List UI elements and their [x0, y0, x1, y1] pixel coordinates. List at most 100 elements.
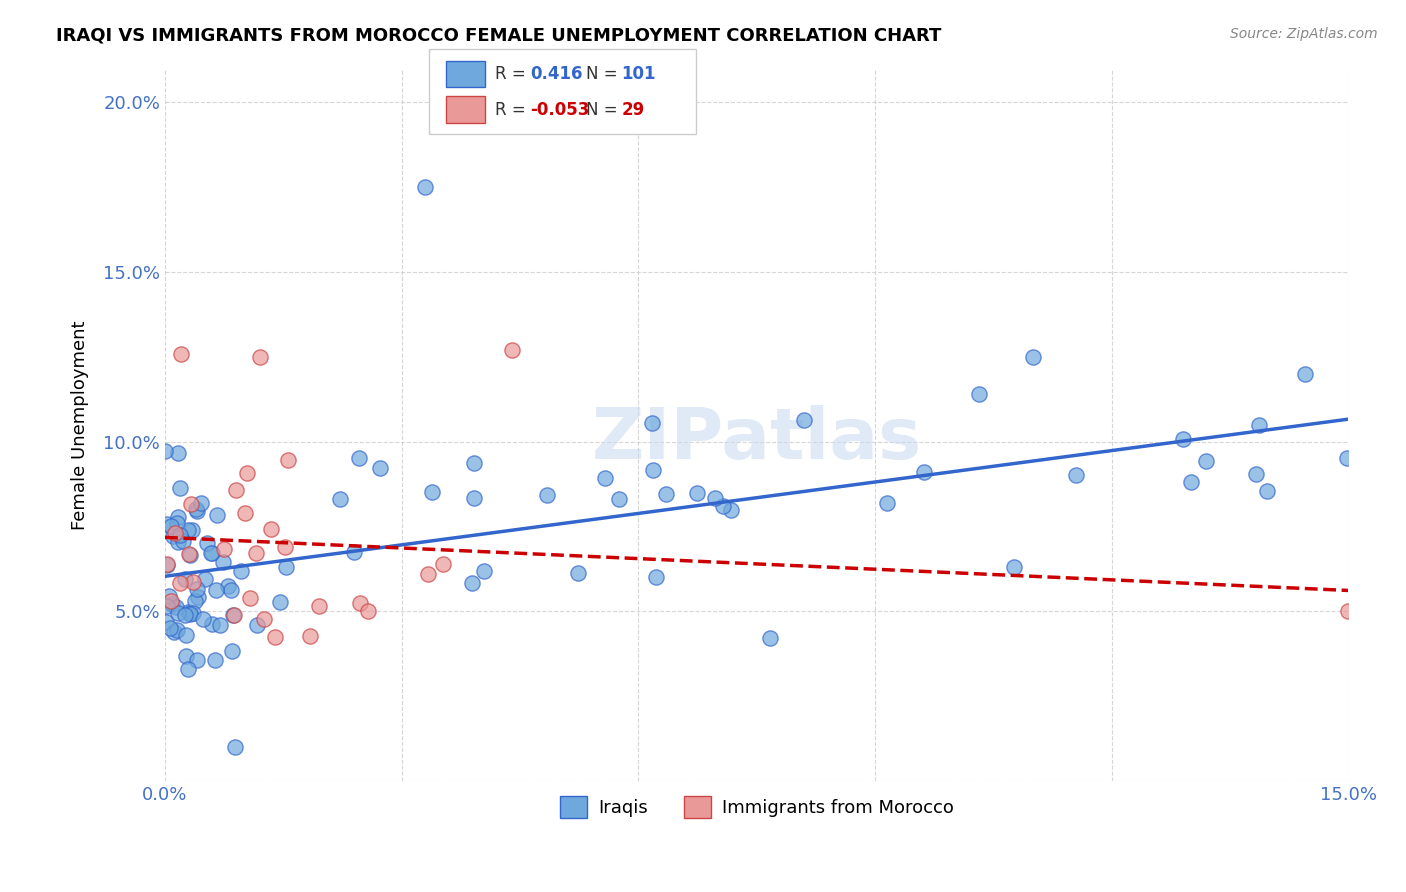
Point — [416, 566, 439, 581]
Point — [1244, 467, 1267, 481]
Point — [704, 491, 727, 505]
Point — [349, 596, 371, 610]
Point — [876, 496, 898, 510]
Text: ZIPatlas: ZIPatlas — [592, 404, 922, 474]
Point — [1249, 417, 1271, 432]
Point — [1336, 450, 1358, 465]
Point — [260, 522, 283, 536]
Point — [179, 607, 201, 621]
Point — [172, 533, 194, 548]
Legend: Iraqis, Immigrants from Morocco: Iraqis, Immigrants from Morocco — [553, 789, 960, 825]
Point — [186, 653, 208, 667]
Point — [235, 506, 257, 520]
Point — [181, 607, 204, 621]
Point — [187, 590, 209, 604]
Text: Source: ZipAtlas.com: Source: ZipAtlas.com — [1230, 27, 1378, 41]
Point — [156, 516, 179, 531]
Y-axis label: Female Unemployment: Female Unemployment — [72, 320, 89, 530]
Point — [567, 566, 589, 581]
Point — [607, 492, 630, 507]
Point — [655, 487, 678, 501]
Point — [224, 740, 246, 755]
Point — [245, 546, 267, 560]
Point — [711, 499, 734, 513]
Point — [222, 608, 245, 623]
Point — [169, 481, 191, 495]
Point — [194, 572, 217, 586]
Point — [157, 589, 180, 603]
Point — [641, 416, 664, 430]
Point — [343, 544, 366, 558]
Point — [720, 503, 742, 517]
Point — [166, 624, 188, 638]
Point — [967, 386, 990, 401]
Point — [205, 582, 228, 597]
Point — [160, 598, 183, 612]
Point — [1171, 432, 1194, 446]
Point — [200, 546, 222, 560]
Point — [186, 504, 208, 518]
Point — [155, 615, 177, 629]
Point — [169, 575, 191, 590]
Point — [166, 510, 188, 524]
Point — [204, 652, 226, 666]
Point — [181, 574, 204, 589]
Point — [212, 555, 235, 569]
Point — [308, 599, 330, 613]
Point — [276, 560, 298, 574]
Point — [156, 558, 179, 573]
Point — [163, 625, 186, 640]
Point — [167, 607, 190, 621]
Point — [209, 617, 232, 632]
Point — [1064, 468, 1087, 483]
Point — [180, 497, 202, 511]
Point — [501, 343, 523, 358]
Text: R =: R = — [495, 65, 531, 83]
Point — [159, 621, 181, 635]
Point — [415, 180, 437, 194]
Point — [461, 576, 484, 591]
Point — [249, 350, 271, 364]
Point — [205, 508, 228, 523]
Point — [160, 594, 183, 608]
Point — [644, 570, 666, 584]
Point — [162, 529, 184, 543]
Point — [222, 608, 245, 623]
Point — [186, 582, 208, 596]
Point — [176, 523, 198, 537]
Point — [420, 485, 443, 500]
Point — [195, 536, 218, 550]
Point — [193, 612, 215, 626]
Text: N =: N = — [586, 65, 623, 83]
Point — [472, 564, 495, 578]
Point — [179, 548, 201, 562]
Point — [179, 606, 201, 620]
Point — [155, 443, 177, 458]
Point — [277, 453, 299, 467]
Point — [184, 502, 207, 516]
Point — [217, 579, 239, 593]
Point — [177, 662, 200, 676]
Point — [329, 491, 352, 506]
Point — [264, 630, 287, 644]
Point — [159, 518, 181, 533]
Point — [221, 643, 243, 657]
Point — [236, 466, 259, 480]
Point — [912, 466, 935, 480]
Point — [463, 456, 485, 470]
Text: N =: N = — [586, 101, 623, 119]
Point — [1194, 454, 1216, 468]
Point — [253, 612, 276, 626]
Point — [432, 557, 454, 571]
Point — [347, 451, 370, 466]
Point — [1256, 483, 1278, 498]
Text: IRAQI VS IMMIGRANTS FROM MOROCCO FEMALE UNEMPLOYMENT CORRELATION CHART: IRAQI VS IMMIGRANTS FROM MOROCCO FEMALE … — [56, 27, 942, 45]
Point — [212, 541, 235, 556]
Point — [793, 413, 815, 427]
Text: R =: R = — [495, 101, 531, 119]
Text: -0.053: -0.053 — [530, 101, 589, 119]
Point — [231, 564, 253, 578]
Point — [463, 491, 485, 505]
Point — [1180, 475, 1202, 490]
Point — [166, 446, 188, 460]
